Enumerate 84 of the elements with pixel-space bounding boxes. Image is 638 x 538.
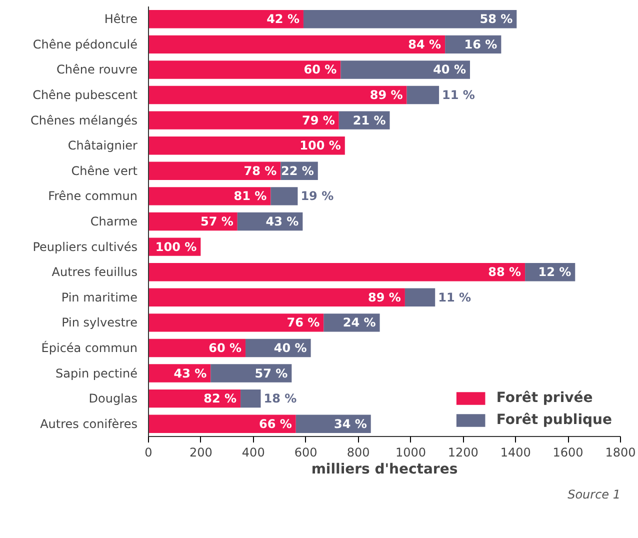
bar [148,212,238,231]
x-tick-label: 400 [242,446,265,460]
bar [340,60,470,79]
bar [148,35,446,54]
annotation: 88 % [488,265,522,280]
annotation: 42 % [266,12,300,26]
source-note: Source 1 [568,488,621,502]
y-tick-label: Autres feuillus [52,265,138,280]
annotation: 19 % [300,189,334,204]
annotation: 21 % [352,113,386,128]
bar [148,162,281,180]
annotation: 89 % [368,290,401,304]
bar [404,288,436,306]
annotation: 100 % [155,240,197,254]
x-tick-label: 1400 [500,446,531,460]
annotation: 24 % [342,316,376,330]
annotation: 43 % [266,214,299,228]
x-tick-label: 1200 [448,446,478,460]
x-tick-label: 600 [294,446,318,460]
x-tick-label: 1000 [395,446,426,460]
annotation: 40 % [433,62,466,77]
y-tick-label: Sapin pectiné [56,366,138,380]
bar [148,314,324,332]
bar [303,10,517,28]
y-tick-label: Pin sylvestre [62,316,138,330]
x-axis-title: milliers d'hectares [311,462,458,478]
annotation: 57 % [254,366,288,380]
annotation: 40 % [274,340,307,355]
annotation: 58 % [480,12,513,26]
y-tick-label: Chêne pubescent [32,88,138,102]
x-tick-label: 1600 [552,446,584,460]
annotation: 79 % [302,113,335,128]
bar [148,288,405,306]
x-tick-label: 200 [189,446,212,460]
y-tick-label: Châtaignier [68,138,138,153]
annotation: 18 % [264,392,297,406]
legend-label: Forêt publique [496,412,612,428]
annotation: 60 % [304,62,337,77]
y-tick-label: Chênes mélangés [30,113,138,128]
y-tick-label: Hêtre [104,12,138,26]
annotation: 57 % [200,214,234,228]
annotation: 60 % [208,340,242,355]
x-tick-label: 800 [346,446,370,460]
y-tick-label: Frêne commun [48,189,138,204]
x-tick-label: 0 [144,446,152,460]
y-tick-label: Autres conifères [40,416,138,431]
bar [148,414,296,433]
y-tick-label: Épicéa commun [41,340,138,355]
y-tick-label: Pin maritime [61,290,138,304]
annotation: 16 % [464,37,498,52]
annotation: 43 % [174,366,207,380]
annotation: 66 % [258,416,292,431]
annotation: 100 % [300,138,341,153]
bar [148,60,341,79]
bar [210,364,292,382]
bar [270,187,298,206]
bar [148,262,526,282]
bar [148,187,271,206]
annotation: 11 % [442,88,475,102]
y-tick-label: Chêne rouvre [56,62,138,77]
annotation: 89 % [370,88,403,102]
legend-label: Forêt privée [496,390,593,406]
bar [148,86,407,104]
bar [240,389,261,408]
annotation: 78 % [244,164,277,178]
annotation: 22 % [280,164,314,178]
bar [148,10,304,28]
annotation: 76 % [286,316,320,330]
y-tick-label: Chêne pédonculé [32,37,138,52]
x-tick-label: 1800 [605,446,636,460]
annotation: 12 % [538,265,572,280]
bar [148,111,339,130]
y-tick-label: Chêne vert [71,164,138,178]
annotation: 81 % [234,189,267,204]
annotation: 11 % [438,290,472,304]
annotation: 82 % [204,392,237,406]
bar [148,136,345,155]
annotation: 34 % [334,416,367,431]
y-tick-label: Douglas [88,392,138,406]
y-tick-label: Charme [90,214,138,228]
bar [296,414,371,433]
y-tick-label: Peupliers cultivés [32,240,138,254]
bar [406,86,440,104]
annotation: 84 % [408,37,442,52]
